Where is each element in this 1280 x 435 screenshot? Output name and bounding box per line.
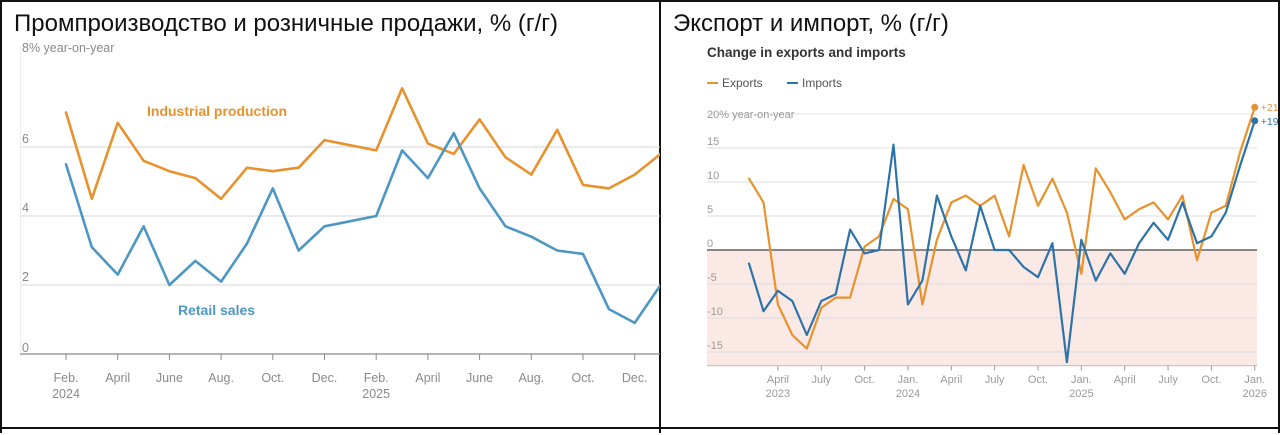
series-end-label-exports: +21 xyxy=(1261,102,1279,114)
x-tick-label: July xyxy=(1158,374,1178,386)
x-tick-label: April xyxy=(940,374,962,386)
x-tick-label-year: 2024 xyxy=(896,388,920,400)
y-unit-label: 20% year-on-year xyxy=(707,109,795,121)
panel-title-right: Экспорт и импорт, % (г/г) xyxy=(673,10,949,37)
series-line-industrial-production xyxy=(64,87,660,201)
x-tick-label: June xyxy=(466,371,493,385)
chart-exports-imports: Change in exports and imports Exports Impo… xyxy=(661,45,1279,429)
x-tick-label: April xyxy=(767,374,789,386)
x-tick-label: July xyxy=(985,374,1005,386)
x-tick-label: Jan. xyxy=(898,374,919,386)
x-tick-label-year: 2024 xyxy=(52,387,80,401)
y-tick-label: 2 xyxy=(22,270,29,284)
y-tick-label: 15 xyxy=(707,136,719,148)
x-tick-label: April xyxy=(415,371,440,385)
y-tick-label: -5 xyxy=(707,272,717,284)
panel-industrial-retail: Промпроизводство и розничные продажи, % … xyxy=(0,0,660,433)
x-tick-label: Oct. xyxy=(855,374,875,386)
panel-title-left: Промпроизводство и розничные продажи, % … xyxy=(14,10,559,37)
x-tick-label: Aug. xyxy=(518,371,544,385)
x-tick-label: June xyxy=(156,371,183,385)
chart-title: Change in exports and imports xyxy=(707,45,906,60)
series-endpoint-imports xyxy=(1251,117,1259,125)
y-tick-label: 10 xyxy=(707,170,719,182)
series-label-industrial-production: Industrial production xyxy=(147,103,287,119)
series-line-exports xyxy=(747,106,1256,350)
panel-exports-imports: Экспорт и импорт, % (г/г) Change in expo… xyxy=(660,0,1280,433)
x-tick-label: Oct. xyxy=(1028,374,1048,386)
negative-region-shading xyxy=(707,250,1257,366)
x-tick-label: April xyxy=(105,371,130,385)
y-tick-label: -10 xyxy=(707,306,723,318)
legend-label-exports: Exports xyxy=(722,76,763,90)
x-tick-label: April xyxy=(1114,374,1136,386)
y-tick-label: 0 xyxy=(707,238,713,250)
x-tick-label: Jan. xyxy=(1244,374,1265,386)
x-tick-label: Oct. xyxy=(1201,374,1221,386)
legend-label-imports: Imports xyxy=(802,76,842,90)
x-tick-label: Dec. xyxy=(622,371,648,385)
y-tick-label: -15 xyxy=(707,340,723,352)
y-tick-label: 6 xyxy=(22,132,29,146)
x-tick-label: Feb. xyxy=(53,371,78,385)
x-tick-label-year: 2025 xyxy=(362,387,390,401)
x-tick-label: Oct. xyxy=(572,371,595,385)
y-tick-label: 5 xyxy=(707,204,713,216)
x-tick-label-year: 2025 xyxy=(1069,388,1093,400)
series-end-label-imports: +19 xyxy=(1261,116,1279,128)
x-tick-label: Feb. xyxy=(364,371,389,385)
chart-industrial-retail: 8% year-on-year 0 2 4 6 Feb. 2024 April June Aug.… xyxy=(2,41,660,429)
x-tick-label: Jan. xyxy=(1071,374,1092,386)
x-tick-label: Dec. xyxy=(312,371,338,385)
y-tick-label: 0 xyxy=(22,341,29,355)
x-tick-label-year: 2023 xyxy=(766,388,790,400)
series-line-imports xyxy=(747,119,1256,364)
x-tick-label: Aug. xyxy=(208,371,234,385)
series-label-retail-sales: Retail sales xyxy=(178,302,255,318)
x-tick-label: July xyxy=(811,374,831,386)
x-tick-label: Oct. xyxy=(261,371,284,385)
y-unit-label: 8% year-on-year xyxy=(22,41,114,55)
x-tick-label-year: 2026 xyxy=(1243,388,1267,400)
series-endpoint-exports xyxy=(1251,103,1259,111)
series-line-retail-sales xyxy=(64,131,660,325)
y-tick-label: 4 xyxy=(22,201,29,215)
